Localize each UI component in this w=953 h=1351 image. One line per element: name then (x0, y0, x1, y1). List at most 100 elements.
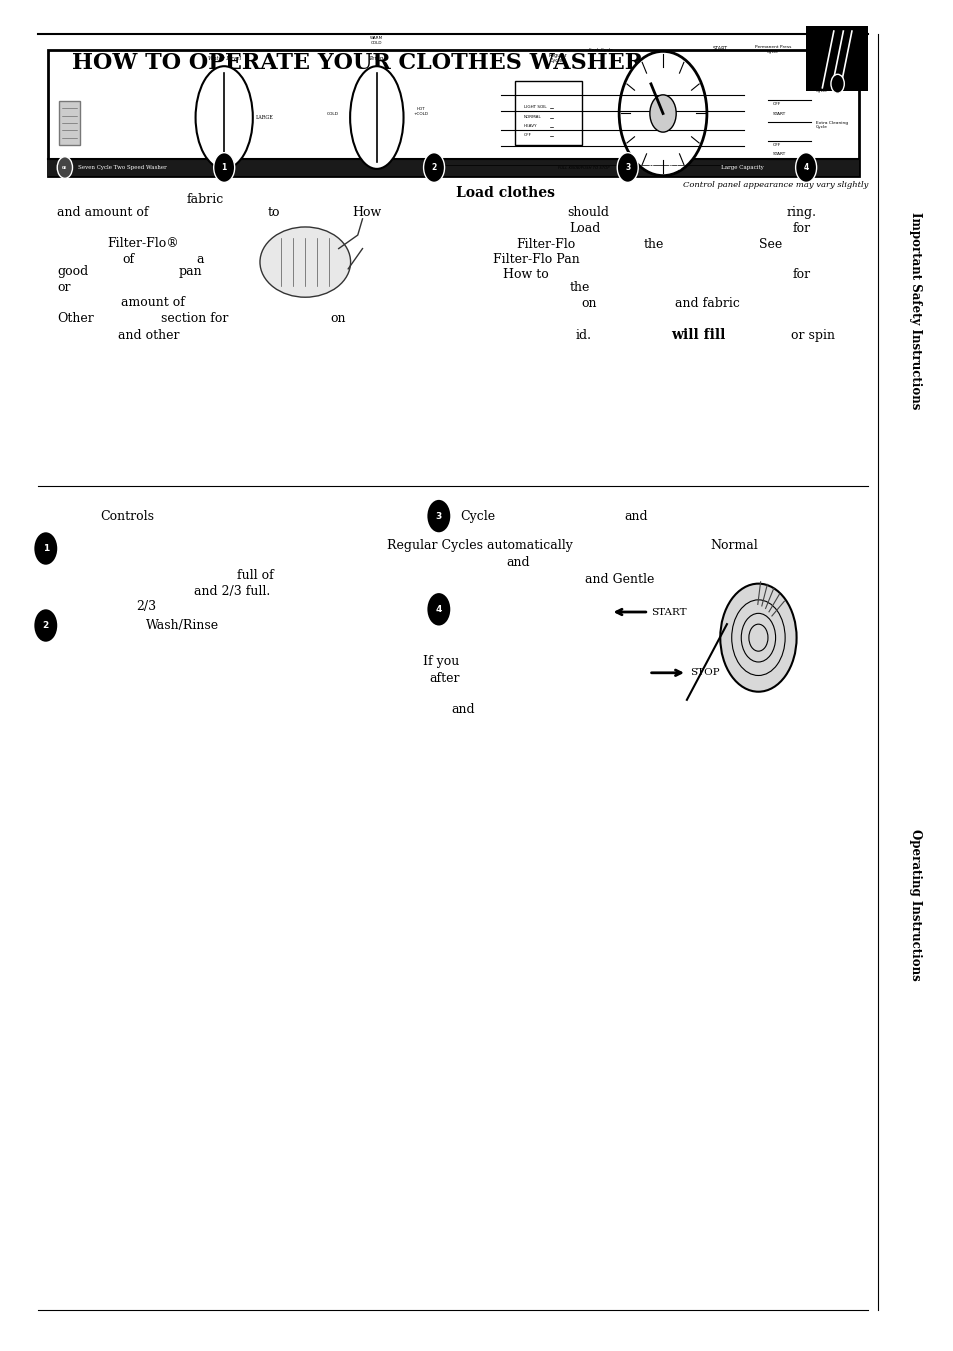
Text: of: of (123, 253, 134, 266)
Text: Temp: Temp (369, 55, 384, 61)
Text: Cycle: Cycle (459, 509, 495, 523)
Text: Regular Cycles automatically: Regular Cycles automatically (387, 539, 572, 553)
Text: START: START (651, 608, 686, 616)
Text: OFF: OFF (772, 103, 781, 107)
Circle shape (423, 153, 444, 182)
Text: amount of: amount of (121, 296, 184, 309)
Text: Wash/Rinse: Wash/Rinse (146, 619, 219, 632)
Circle shape (830, 74, 843, 93)
Circle shape (57, 157, 72, 178)
Text: ring.: ring. (785, 205, 816, 219)
Circle shape (427, 593, 450, 626)
Text: Seven Cycle Two Speed Washer: Seven Cycle Two Speed Washer (78, 165, 167, 170)
Text: Heavy Duty: Heavy Duty (648, 165, 680, 170)
FancyBboxPatch shape (48, 50, 858, 176)
Ellipse shape (259, 227, 351, 297)
Text: Filter-Flo: Filter-Flo (516, 238, 575, 251)
Text: 3: 3 (624, 163, 630, 172)
Text: HOW TO OPERATE YOUR CLOTHES WASHER: HOW TO OPERATE YOUR CLOTHES WASHER (71, 53, 642, 74)
Circle shape (34, 532, 57, 565)
Text: LARGE: LARGE (255, 115, 274, 120)
Text: START: START (772, 112, 785, 116)
Text: NORMAL: NORMAL (523, 115, 541, 119)
Text: How: How (353, 205, 381, 219)
Text: Normal: Normal (710, 539, 758, 553)
Text: and fabric: and fabric (675, 297, 740, 311)
Text: Regular
Cycles: Regular Cycles (548, 53, 567, 63)
Text: and: and (506, 555, 529, 569)
Text: good: good (57, 265, 89, 278)
FancyBboxPatch shape (59, 101, 80, 145)
Text: 2: 2 (43, 621, 49, 630)
Text: Water Level: Water Level (208, 55, 240, 61)
Text: the: the (642, 238, 663, 251)
Text: HEAVY: HEAVY (523, 124, 537, 128)
Text: or: or (57, 281, 71, 295)
Text: STOP: STOP (689, 669, 719, 677)
Text: START: START (772, 153, 785, 157)
Text: or spin: or spin (790, 328, 834, 342)
Text: a: a (196, 253, 204, 266)
Text: Large Capacity: Large Capacity (720, 165, 763, 170)
Text: for: for (792, 222, 809, 235)
Text: and: and (451, 703, 474, 716)
Circle shape (427, 500, 450, 532)
Ellipse shape (350, 66, 403, 169)
Text: 1: 1 (43, 544, 49, 553)
Text: for: for (792, 267, 809, 281)
Circle shape (795, 153, 816, 182)
Text: should: should (567, 205, 609, 219)
Text: 4: 4 (802, 163, 808, 172)
Text: Pre-Wash
Cycle: Pre-Wash Cycle (815, 84, 835, 93)
Circle shape (34, 609, 57, 642)
Text: Other: Other (57, 312, 94, 326)
Text: to: to (267, 205, 280, 219)
Text: on: on (581, 297, 597, 311)
Text: 3: 3 (436, 512, 441, 520)
Text: full of: full of (237, 569, 274, 582)
Text: LIGHT SOIL: LIGHT SOIL (523, 105, 546, 109)
Text: Important Safety Instructions: Important Safety Instructions (908, 212, 922, 409)
Text: See: See (759, 238, 781, 251)
Text: and: and (624, 509, 648, 523)
Text: Control panel appearance may vary slightly: Control panel appearance may vary slight… (682, 181, 867, 189)
Text: and Gentle: and Gentle (585, 573, 654, 586)
Text: Soak Cycle: Soak Cycle (588, 49, 613, 53)
Text: Load clothes: Load clothes (456, 186, 555, 200)
Text: 1: 1 (221, 163, 227, 172)
Text: GE: GE (62, 166, 68, 169)
Text: 4: 4 (436, 605, 441, 613)
Text: id.: id. (576, 328, 591, 342)
Circle shape (720, 584, 796, 692)
Text: 2: 2 (431, 163, 436, 172)
Text: Filter-Flo®: Filter-Flo® (107, 236, 179, 250)
Text: 2/3: 2/3 (135, 600, 156, 613)
Text: Operating Instructions: Operating Instructions (908, 830, 922, 981)
Circle shape (213, 153, 234, 182)
Text: Extra Cleaning
Cycle: Extra Cleaning Cycle (815, 120, 847, 130)
FancyBboxPatch shape (515, 81, 581, 145)
Text: and 2/3 full.: and 2/3 full. (193, 585, 270, 598)
Text: Filter-Flo Pan: Filter-Flo Pan (493, 253, 578, 266)
Text: and amount of: and amount of (57, 205, 149, 219)
Text: How to: How to (502, 267, 548, 281)
Text: the: the (569, 281, 590, 295)
Ellipse shape (195, 66, 253, 169)
Text: after: after (429, 671, 459, 685)
Text: pan: pan (179, 265, 202, 278)
Text: If you: If you (422, 655, 458, 669)
Text: OFF: OFF (772, 143, 781, 147)
Circle shape (617, 153, 638, 182)
Text: FULL KNOB/PUSH TO STOP: FULL KNOB/PUSH TO STOP (558, 166, 609, 170)
Text: Load: Load (569, 222, 599, 235)
Circle shape (618, 51, 706, 176)
Text: will fill: will fill (671, 328, 724, 342)
Text: fabric: fabric (186, 193, 224, 207)
Text: Controls: Controls (100, 509, 154, 523)
Text: Permanent Press
Cycle: Permanent Press Cycle (754, 45, 790, 54)
Text: COLD: COLD (327, 112, 338, 116)
Text: START: START (712, 46, 727, 51)
FancyBboxPatch shape (48, 159, 858, 176)
Text: WARM
COLD: WARM COLD (370, 36, 383, 45)
Text: and other: and other (118, 328, 179, 342)
